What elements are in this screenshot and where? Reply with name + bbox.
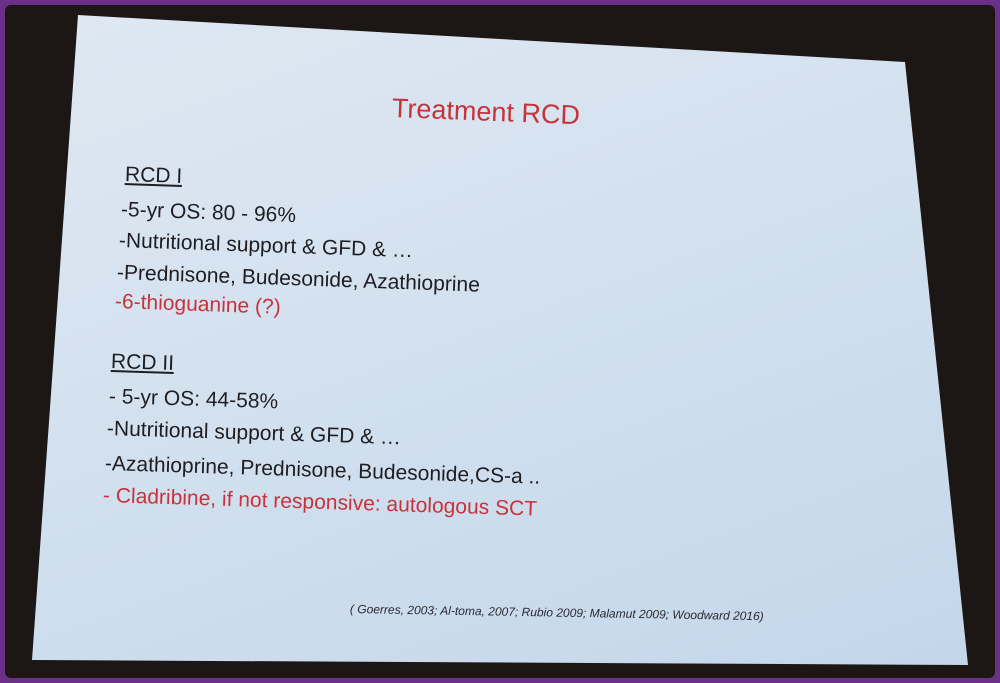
projected-slide: Treatment RCD RCD I -5-yr OS: 80 - 96% -…: [32, 15, 968, 665]
rcd1-item: -Nutritional support & GFD & …: [118, 229, 414, 263]
rcd2-heading: RCD II: [110, 350, 175, 375]
rcd2-highlight: - Cladribine, if not responsive: autolog…: [102, 484, 538, 521]
slide-title: Treatment RCD: [391, 93, 581, 131]
photo-background: Treatment RCD RCD I -5-yr OS: 80 - 96% -…: [5, 5, 995, 678]
rcd2-item: -Azathioprine, Prednisone, Budesonide,CS…: [104, 452, 541, 489]
rcd1-highlight: -6-thioguanine (?): [114, 290, 282, 319]
citation: ( Goerres, 2003; Al-toma, 2007; Rubio 20…: [349, 602, 764, 624]
rcd2-item: -Nutritional support & GFD & …: [106, 417, 402, 450]
rcd1-heading: RCD I: [124, 163, 183, 188]
rcd1-item: -5-yr OS: 80 - 96%: [120, 198, 297, 228]
rcd2-item: - 5-yr OS: 44-58%: [108, 385, 279, 414]
